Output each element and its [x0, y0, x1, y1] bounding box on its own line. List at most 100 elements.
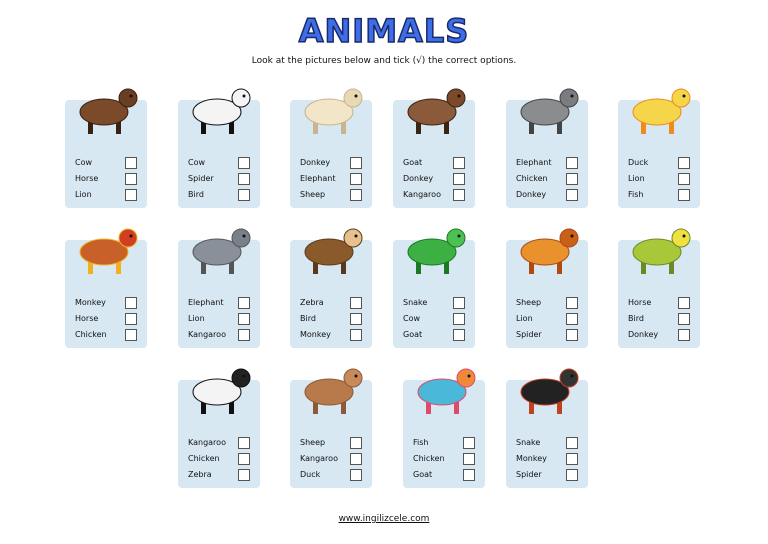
leg	[557, 116, 562, 134]
tick-box[interactable]	[350, 173, 362, 185]
tick-box[interactable]	[125, 329, 137, 341]
tick-box[interactable]	[566, 437, 578, 449]
tick-box[interactable]	[238, 469, 250, 481]
head	[118, 88, 138, 108]
tick-box[interactable]	[125, 173, 137, 185]
tick-box[interactable]	[125, 313, 137, 325]
option-label: Kangaroo	[300, 454, 338, 463]
tick-box[interactable]	[566, 469, 578, 481]
tick-box[interactable]	[453, 329, 465, 341]
tick-box[interactable]	[350, 157, 362, 169]
option-label: Chicken	[75, 330, 107, 339]
head	[231, 88, 251, 108]
tick-box[interactable]	[238, 437, 250, 449]
leg	[444, 256, 449, 274]
option-label: Fish	[413, 438, 429, 447]
tick-box[interactable]	[238, 313, 250, 325]
tick-box[interactable]	[238, 157, 250, 169]
option-label: Bird	[628, 314, 644, 323]
leg	[557, 396, 562, 414]
tick-box[interactable]	[463, 469, 475, 481]
eye	[682, 94, 686, 98]
option-label: Fish	[628, 190, 644, 199]
tick-box[interactable]	[678, 173, 690, 185]
tick-box[interactable]	[453, 297, 465, 309]
animal-picture	[520, 368, 579, 414]
leg	[444, 116, 449, 134]
body	[407, 98, 457, 126]
tick-box[interactable]	[678, 157, 690, 169]
head	[343, 368, 363, 388]
body	[304, 98, 354, 126]
head	[343, 88, 363, 108]
option-label: Goat	[413, 470, 433, 479]
option-label: Spider	[188, 174, 214, 183]
tick-box[interactable]	[463, 437, 475, 449]
tick-box[interactable]	[678, 313, 690, 325]
tick-box[interactable]	[678, 297, 690, 309]
tick-box[interactable]	[125, 297, 137, 309]
leg	[341, 256, 346, 274]
option-label: Lion	[188, 314, 205, 323]
tick-box[interactable]	[350, 297, 362, 309]
animal-card: Snake Cow Goat	[393, 240, 475, 348]
head	[343, 228, 363, 248]
eye	[467, 374, 471, 378]
tick-box[interactable]	[350, 189, 362, 201]
tick-box[interactable]	[350, 453, 362, 465]
option-label: Cow	[188, 158, 206, 167]
leg	[229, 256, 234, 274]
head	[446, 88, 466, 108]
animal-card: Cow Spider Bird	[178, 100, 260, 208]
tick-box[interactable]	[566, 313, 578, 325]
tick-box[interactable]	[463, 453, 475, 465]
option-label: Kangaroo	[188, 438, 226, 447]
tick-box[interactable]	[453, 313, 465, 325]
tick-box[interactable]	[238, 329, 250, 341]
tick-box[interactable]	[350, 313, 362, 325]
body	[79, 238, 129, 266]
body	[520, 98, 570, 126]
option-label: Elephant	[516, 158, 552, 167]
body	[192, 378, 242, 406]
animal-picture	[632, 228, 691, 274]
body	[520, 378, 570, 406]
instruction: Look at the pictures below and tick (√) …	[251, 56, 517, 66]
tick-box[interactable]	[566, 157, 578, 169]
leg	[229, 116, 234, 134]
tick-box[interactable]	[566, 173, 578, 185]
animal-card: Duck Lion Fish	[618, 100, 700, 208]
animal-picture	[520, 88, 579, 134]
animal-card: Snake Monkey Spider	[506, 380, 588, 488]
tick-box[interactable]	[566, 329, 578, 341]
tick-box[interactable]	[238, 189, 250, 201]
tick-box[interactable]	[678, 329, 690, 341]
tick-box[interactable]	[678, 189, 690, 201]
body	[520, 238, 570, 266]
tick-box[interactable]	[453, 189, 465, 201]
tick-box[interactable]	[453, 173, 465, 185]
leg	[529, 256, 534, 274]
body	[192, 238, 242, 266]
tick-box[interactable]	[238, 297, 250, 309]
option-label: Lion	[628, 174, 645, 183]
option-label: Monkey	[300, 330, 331, 339]
eye	[570, 234, 574, 238]
tick-box[interactable]	[238, 453, 250, 465]
option-label: Monkey	[516, 454, 547, 463]
tick-box[interactable]	[350, 437, 362, 449]
tick-box[interactable]	[566, 297, 578, 309]
eye	[242, 94, 246, 98]
tick-box[interactable]	[566, 189, 578, 201]
tick-box[interactable]	[566, 453, 578, 465]
tick-box[interactable]	[350, 329, 362, 341]
body	[632, 238, 682, 266]
tick-box[interactable]	[238, 173, 250, 185]
tick-box[interactable]	[453, 157, 465, 169]
animal-picture	[192, 368, 251, 414]
tick-box[interactable]	[125, 157, 137, 169]
tick-box[interactable]	[125, 189, 137, 201]
footer-link[interactable]: www.ingilizcele.com	[338, 514, 430, 524]
leg	[88, 256, 93, 274]
tick-box[interactable]	[350, 469, 362, 481]
